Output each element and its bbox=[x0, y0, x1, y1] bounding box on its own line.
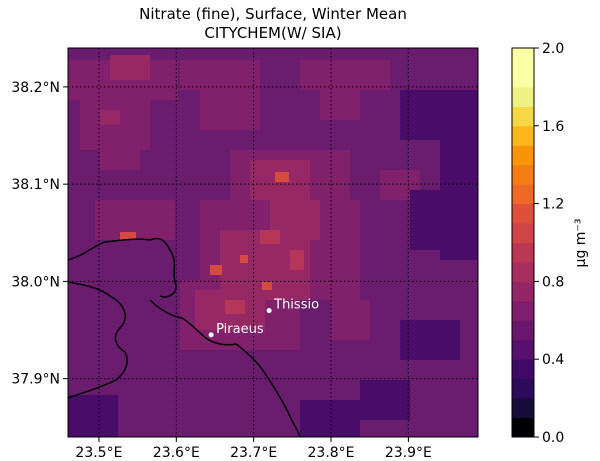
colorbar-band-18 bbox=[512, 67, 534, 88]
map-subtitle: CITYCHEM(W/ SIA) bbox=[204, 24, 342, 42]
colorbar-band-13 bbox=[512, 164, 534, 185]
longitude-ticks: 23.5°E 23.6°E 23.7°E 23.8°E 23.9°E bbox=[75, 437, 432, 461]
colorbar-frame bbox=[511, 47, 535, 438]
colorbar-tick-label-0: 0.0 bbox=[542, 430, 564, 446]
colorbar bbox=[511, 47, 535, 438]
colorbar-tick-label-3: 1.2 bbox=[542, 197, 564, 213]
colorbar-band-2 bbox=[512, 378, 534, 399]
lon-tick-label-2: 23.7°E bbox=[230, 445, 277, 461]
colorbar-tick-label-5: 2.0 bbox=[542, 41, 564, 57]
colorbar-band-14 bbox=[512, 145, 534, 166]
lat-tick-label-2: 38.0°N bbox=[11, 274, 60, 290]
colorbar-band-3 bbox=[512, 359, 534, 380]
colorbar-label: μg m⁻³ bbox=[573, 219, 589, 268]
colorbar-tick-label-1: 0.4 bbox=[542, 352, 564, 368]
colorbar-band-4 bbox=[512, 339, 534, 360]
colorbar-band-15 bbox=[512, 125, 534, 146]
colorbar-ticks: 0.0 0.4 0.8 1.2 1.6 2.0 bbox=[534, 41, 564, 446]
lon-tick-label-0: 23.5°E bbox=[75, 445, 122, 461]
colorbar-band-9 bbox=[512, 242, 534, 263]
map-title: Nitrate (fine), Surface, Winter Mean bbox=[139, 5, 407, 23]
colorbar-band-10 bbox=[512, 223, 534, 243]
colorbar-tick-label-2: 0.8 bbox=[542, 274, 564, 290]
colorbar-band-0 bbox=[512, 417, 534, 438]
colorbar-band-7 bbox=[512, 281, 534, 302]
lon-tick-label-3: 23.8°E bbox=[308, 445, 355, 461]
city-label-1: Piraeus bbox=[216, 322, 264, 337]
city-label-0: Thissio bbox=[273, 298, 319, 313]
colorbar-band-12 bbox=[512, 184, 534, 205]
colorbar-band-6 bbox=[512, 300, 534, 321]
map-frame bbox=[67, 47, 479, 438]
lon-tick-label-1: 23.6°E bbox=[153, 445, 200, 461]
colorbar-band-17 bbox=[512, 86, 534, 107]
city-marker-0 bbox=[266, 308, 272, 314]
latitude-ticks: 38.2°N 38.1°N 38.0°N 37.9°N bbox=[11, 80, 68, 388]
lat-tick-label-1: 38.1°N bbox=[11, 177, 60, 193]
lon-tick-label-4: 23.9°E bbox=[385, 445, 432, 461]
city-marker-1 bbox=[208, 332, 214, 338]
colorbar-band-8 bbox=[512, 261, 534, 282]
colorbar-band-19 bbox=[512, 48, 534, 68]
lat-tick-label-0: 38.2°N bbox=[11, 80, 60, 96]
colorbar-band-1 bbox=[512, 398, 534, 419]
colorbar-band-5 bbox=[512, 320, 534, 341]
colorbar-band-16 bbox=[512, 106, 534, 127]
lat-tick-label-3: 37.9°N bbox=[11, 372, 60, 388]
colorbar-tick-label-4: 1.6 bbox=[542, 119, 564, 135]
coastline bbox=[68, 237, 301, 437]
city-markers: Thissio Piraeus bbox=[208, 298, 319, 338]
map-area bbox=[68, 48, 478, 437]
colorbar-band-11 bbox=[512, 203, 534, 224]
gridlines bbox=[68, 48, 478, 437]
